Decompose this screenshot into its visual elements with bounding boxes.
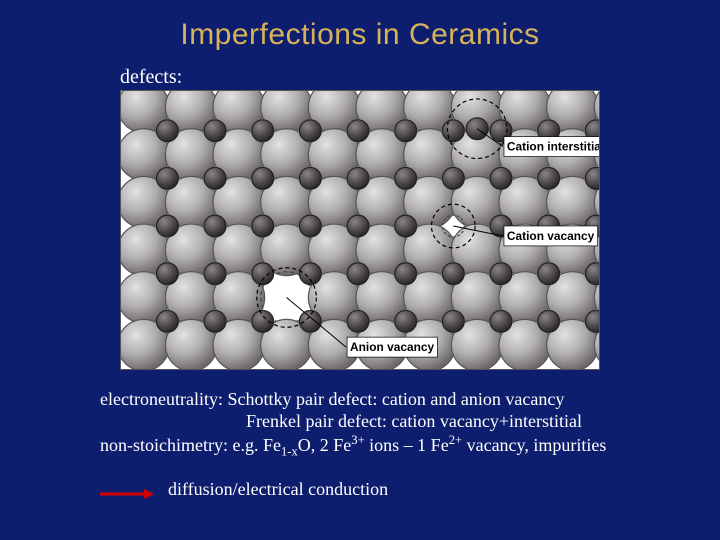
diffusion-line: diffusion/electrical conduction: [168, 478, 720, 501]
frenkel-line: Frenkel pair defect: cation vacancy+inte…: [100, 410, 660, 433]
lattice-svg: Cation interstitial Cation vacancy Anion v…: [121, 91, 599, 369]
svg-text:Cation vacancy: Cation vacancy: [507, 229, 595, 243]
defects-label: defects:: [120, 66, 182, 89]
svg-text:Anion vacancy: Anion vacancy: [350, 340, 434, 354]
slide-title: Imperfections in Ceramics: [0, 18, 720, 52]
defects-diagram: Cation interstitial Cation vacancy Anion v…: [120, 90, 600, 370]
en-label: electroneutrality:: [100, 389, 227, 409]
en-rest: Schottky pair defect: cation and anion v…: [227, 389, 564, 409]
electroneutrality-line: electroneutrality: Schottky pair defect:…: [100, 388, 660, 411]
nonstoich-line: non-stoichimetry: e.g. Fe1-xO, 2 Fe3+ io…: [100, 432, 660, 460]
slide: Imperfections in Ceramics defects: Catio…: [0, 0, 720, 540]
svg-text:Cation interstitial: Cation interstitial: [507, 140, 599, 154]
arrow-head: [144, 489, 154, 499]
arrow-icon: [100, 486, 154, 496]
